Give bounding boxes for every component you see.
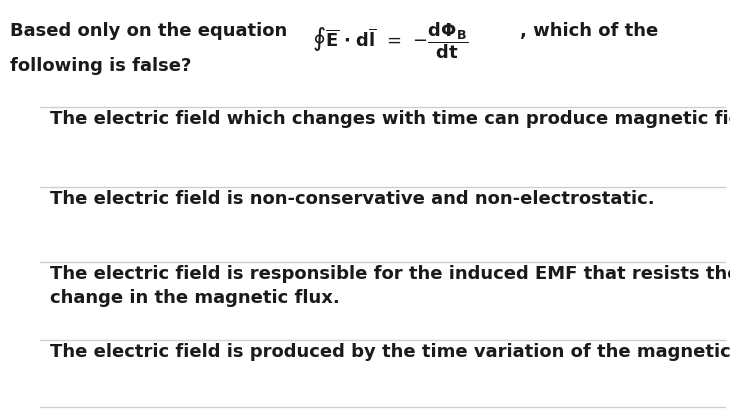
Text: The electric field is non-conservative and non-electrostatic.: The electric field is non-conservative a… xyxy=(50,190,655,208)
Text: $\mathbf{\oint}$$\mathbf{\overline{E}}$ $\mathbf{\bullet}$ $\mathbf{d\overline{l: $\mathbf{\oint}$$\mathbf{\overline{E}}$ … xyxy=(312,20,469,61)
Text: The electric field is responsible for the induced EMF that resists the
change in: The electric field is responsible for th… xyxy=(50,265,730,307)
Text: The electric field which changes with time can produce magnetic field.: The electric field which changes with ti… xyxy=(50,110,730,128)
Text: The electric field is produced by the time variation of the magnetic flux.: The electric field is produced by the ti… xyxy=(50,343,730,361)
Text: Based only on the equation: Based only on the equation xyxy=(10,22,287,40)
Text: , which of the: , which of the xyxy=(520,22,658,40)
Text: following is false?: following is false? xyxy=(10,57,191,75)
